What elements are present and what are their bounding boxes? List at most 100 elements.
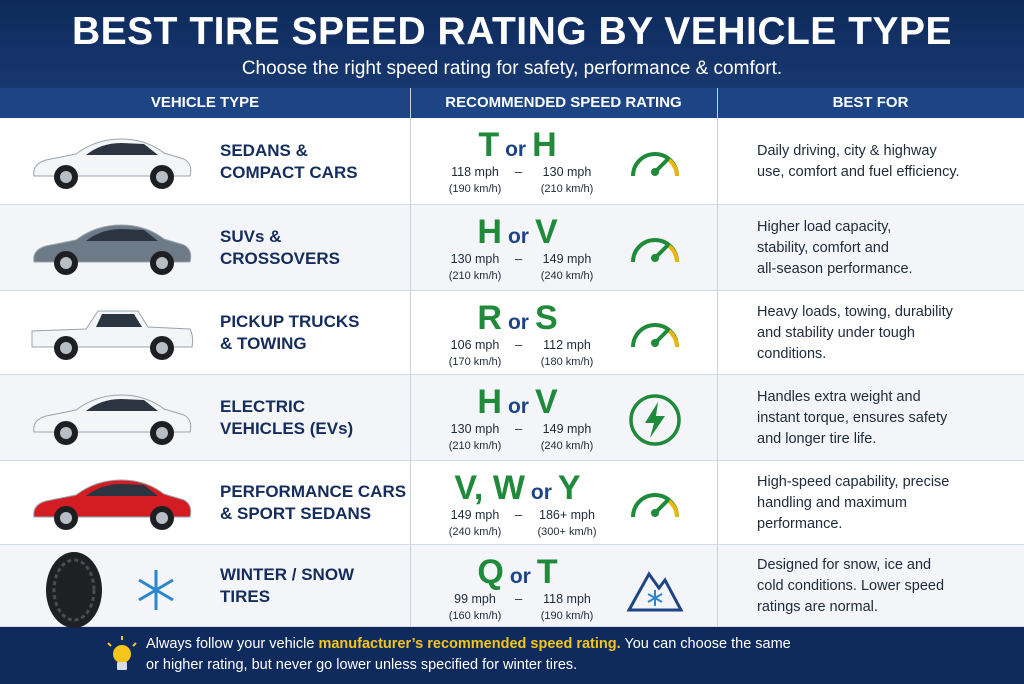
vehicle-type: PICKUP TRUCKS & TOWING [220,311,359,355]
speed-mph: 130 mph [450,422,500,436]
best-for-line: and stability under tough [757,324,915,341]
speed-kmh: (190 km/h) [540,610,594,622]
vehicle-image-box [26,297,198,372]
rating-letter: V [534,213,558,251]
car-window [96,314,142,327]
rating-letter: Y [557,469,581,507]
car-window [86,484,158,496]
speed-high: 112 mph (180 km/h) [522,337,612,371]
rating-letter: T [478,126,500,164]
speed-kmh: (210 km/h) [448,270,502,282]
best-for-line: Designed for snow, ice and [757,556,932,573]
bulb-base [117,662,127,670]
rating-letter: Q [477,553,504,591]
vehicle-type-line: CROSSOVERS [220,249,340,268]
speed-high: 186+ mph (300+ km/h) [522,507,612,541]
rating-icon-box [625,477,685,532]
speed-high: 118 mph (190 km/h) [522,591,612,625]
best-for-line: instant torque, ensures safety [757,409,948,426]
best-for-line: Higher load capacity, [757,218,892,235]
speed-mph: 99 mph [454,592,496,606]
rating-icon-box [625,222,685,277]
best-for: Designed for snow, ice and cold condition… [757,555,944,618]
gauge-tip [667,244,679,263]
vehicle-type-line: PERFORMANCE CARS [220,482,407,501]
footer-text: or higher rating, but never go lower unl… [146,657,578,673]
best-for-line: Daily driving, city & highway [757,142,937,159]
range-separator: – [515,591,523,606]
rim [156,257,168,269]
ev-ring [629,394,681,446]
car-body [33,224,192,263]
vehicle-image [31,310,194,360]
vehicle-image-box [26,550,198,635]
speed-mph: 118 mph [543,592,591,606]
rating-letter: H [532,126,557,164]
rating-icon-box [625,392,685,453]
vehicle-type-line: & SPORT SEDANS [220,504,372,523]
table-row [0,545,1024,627]
rating-joiner: or [507,395,529,418]
header [0,0,1024,88]
ev-bolt [645,402,665,438]
vehicle-type: SEDANS & COMPACT CARS [220,140,358,184]
vehicle-type-line: SUVs & [220,227,282,246]
gauge-tip [667,157,679,176]
speed-kmh: (240 km/h) [540,270,594,282]
vehicle-type-line: TIRES [220,587,271,606]
vehicle-type: ELECTRIC VEHICLES (EVs) [220,396,353,440]
rating-joiner: or [507,311,529,334]
rating-icon-box [625,136,685,191]
tire-tread [52,558,96,622]
speed-mph: 186+ mph [539,508,595,522]
vehicle-image-box [26,212,198,287]
speed-mph: 149 mph [450,508,500,522]
gauge-tip [667,329,679,348]
best-for: High-speed capability, precise handling a… [757,472,949,535]
best-for: Higher load capacity, stability, comfort … [757,217,913,280]
speed-low: 99 mph (160 km/h) [430,591,520,625]
best-for: Daily driving, city & highway use, comfor… [757,141,960,183]
subtitle: Choose the right speed rating for safety… [241,58,783,79]
vehicle-type: SUVs & CROSSOVERS [220,226,340,270]
vehicle-image [33,394,192,445]
range-separator: – [515,251,523,266]
speed-kmh: (210 km/h) [540,183,594,195]
vehicle-image [33,479,192,530]
speed-kmh: (170 km/h) [448,356,502,368]
vehicle-image [33,137,192,189]
title: BEST TIRE SPEED RATING BY VEHICLE TYPE [71,10,953,53]
rim [60,257,72,269]
rim [60,170,72,183]
ray [132,642,137,647]
best-for-line: and longer tire life. [757,430,877,447]
vehicle-image-box [26,467,198,542]
speed-mph: 106 mph [450,338,500,352]
car-window [86,229,158,241]
speed-kmh: (180 km/h) [540,356,594,368]
car-body [33,479,192,518]
gauge-hub [651,167,659,176]
speed-mph: 130 mph [542,165,592,179]
rating-joiner: or [507,225,529,248]
column-header: BEST FOR [832,94,909,111]
gauge-hub [651,339,659,347]
speed-high: 149 mph (240 km/h) [522,251,612,285]
rating-letter: H [477,383,502,421]
footer-line: or higher rating, but never go lower unl… [146,657,577,673]
rating-joiner: or [509,565,531,588]
speed-low: 130 mph (210 km/h) [430,251,520,285]
rating-letter: T [536,553,558,591]
speed-mph: 149 mph [542,252,592,266]
speed-mph: 112 mph [543,338,591,352]
speed-low: 106 mph (170 km/h) [430,337,520,371]
footer-text: You can choose the same [620,636,791,652]
gauge-tip [667,499,679,518]
vehicle-type-line: VEHICLES (EVs) [220,419,354,438]
